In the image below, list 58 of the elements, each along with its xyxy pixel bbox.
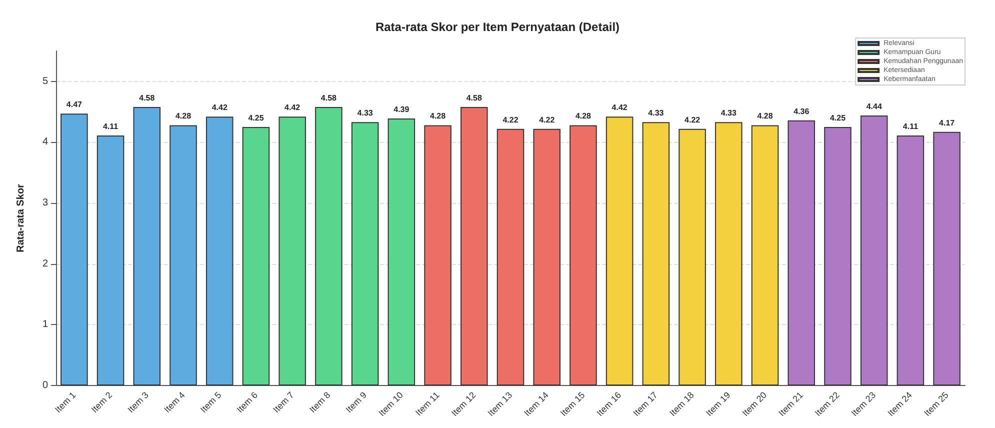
data-label: 4.58 [466,93,482,102]
x-tick-label: Item 4 [162,390,187,415]
data-label: 4.11 [902,122,919,132]
data-label: 4.17 [939,118,956,128]
chart-title: Rata-rata Skor per Item Pernyataan (Detail) [375,20,620,34]
x-tick-label: Item 23 [849,390,878,418]
data-label: 4.42 [284,103,301,112]
data-label: 4.25 [830,114,846,123]
x-tick-label: Item 9 [344,390,369,415]
x-tick-label: Item 14 [522,390,550,418]
data-label: 4.22 [502,115,519,124]
x-tick-label: Item 1 [52,390,78,415]
x-tick-label: Item 10 [376,390,405,418]
data-label: 4.33 [720,108,737,118]
data-label: 4.25 [248,114,264,123]
data-label: 4.22 [539,115,556,124]
x-tick-label: Item 2 [89,390,114,415]
x-tick-label: Item 11 [414,390,442,418]
data-label: 4.58 [320,93,338,102]
x-tick-label: Item 17 [631,390,660,418]
x-tick-label: Item 5 [198,390,224,415]
x-tick-label: Item 18 [668,390,696,418]
x-tick-label: Item 19 [704,390,732,418]
x-tick-label: Item 16 [594,390,624,418]
y-tick-label: 5 [42,76,48,87]
data-label: 4.47 [66,100,83,110]
data-label: 4.28 [575,112,592,121]
x-tick-label: Item 7 [271,390,296,415]
x-tick-label: Item 24 [886,390,914,418]
x-tick-label: Item 3 [126,390,150,415]
data-label: 4.28 [757,112,774,121]
data-label: 4.11 [102,122,119,132]
data-label: 4.36 [794,106,810,116]
x-tick-label: Item 21 [776,390,805,418]
x-tick-label: Item 6 [234,390,260,415]
data-label: 4.39 [394,105,410,114]
data-label: 4.28 [430,112,446,121]
data-label: 4.42 [612,103,628,112]
x-tick-label: Item 15 [558,390,587,418]
data-label: 4.22 [684,115,701,124]
y-tick-label: 0 [42,380,48,391]
x-tick-label: Item 13 [486,390,514,418]
y-tick-label: 1 [42,319,48,330]
y-tick-label: 4 [42,136,48,148]
data-label: 4.33 [648,108,664,118]
y-axis-title: Rata-rata Skor [16,184,26,252]
data-label: 4.44 [866,102,882,111]
x-tick-label: Item 8 [308,390,332,415]
x-tick-label: Item 22 [813,390,842,418]
y-tick-label: 3 [42,198,48,209]
data-label: 4.33 [357,108,374,118]
x-tick-label: Item 12 [449,390,478,418]
data-label: 4.28 [175,112,192,121]
y-tick-label: 2 [42,258,48,270]
x-tick-label: Item 20 [740,390,769,418]
data-label: 4.42 [212,103,228,112]
data-label: 4.58 [139,93,156,102]
x-tick-label: Item 25 [922,390,950,418]
